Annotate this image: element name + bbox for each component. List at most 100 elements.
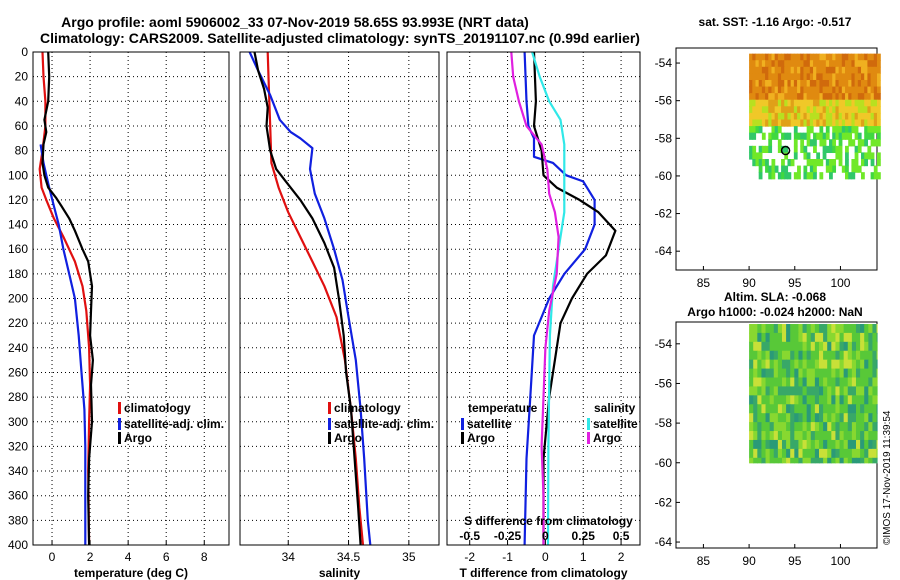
sst-cell bbox=[841, 119, 846, 127]
sla-cell bbox=[814, 332, 820, 343]
sst-cell bbox=[873, 53, 878, 61]
sst-cell bbox=[813, 53, 817, 61]
sla-cell bbox=[835, 359, 841, 370]
sst-cell bbox=[774, 132, 779, 140]
sla-cell bbox=[818, 457, 824, 464]
sla-cell bbox=[818, 431, 824, 441]
sst-cell bbox=[854, 106, 859, 114]
sst-cell bbox=[845, 145, 849, 154]
sst-cell bbox=[787, 172, 792, 180]
sst-cell bbox=[752, 86, 757, 94]
sst-cell bbox=[870, 86, 875, 94]
sla-cell bbox=[831, 457, 837, 464]
sla-cell bbox=[753, 368, 758, 379]
sla-cell bbox=[761, 413, 767, 423]
sst-cell bbox=[781, 66, 785, 74]
sst-cell bbox=[854, 79, 859, 88]
sst-cell bbox=[749, 152, 753, 160]
sst-cell bbox=[864, 112, 869, 121]
sla-cell bbox=[794, 395, 800, 405]
sst-cell bbox=[758, 126, 763, 134]
sla-cell bbox=[876, 413, 878, 423]
sst-cell bbox=[864, 86, 869, 94]
sst-cell bbox=[838, 152, 843, 160]
sst-cell bbox=[835, 60, 840, 68]
sla-cell bbox=[839, 350, 845, 361]
sst-cell bbox=[819, 53, 824, 61]
sla-cell bbox=[843, 377, 849, 388]
sla-cell bbox=[851, 422, 857, 432]
sst-cell bbox=[861, 93, 865, 101]
sla-cell bbox=[872, 368, 878, 379]
sst-cell bbox=[832, 119, 837, 127]
sla-cell bbox=[823, 323, 828, 334]
lon-tick-label: 95 bbox=[788, 554, 802, 568]
timestamp: ©IMOS 17-Nov-2019 11:39:54 bbox=[882, 410, 893, 545]
sst-cell bbox=[877, 119, 881, 127]
sla-cell bbox=[761, 448, 767, 459]
depth-tick-label: 360 bbox=[8, 489, 28, 503]
sst-cell bbox=[765, 112, 769, 121]
sst-cell bbox=[845, 66, 849, 74]
sst-cell bbox=[835, 152, 840, 160]
x-tick-label: 2 bbox=[87, 550, 94, 564]
sst-cell bbox=[755, 112, 760, 121]
sst-cell bbox=[870, 53, 875, 61]
sla-cell bbox=[773, 377, 779, 388]
sst-cell bbox=[749, 106, 753, 114]
sla-cell bbox=[790, 413, 795, 423]
sla-cell bbox=[818, 448, 824, 459]
sst-cell bbox=[765, 106, 769, 114]
sst-cell bbox=[793, 152, 798, 160]
sla-cell bbox=[860, 395, 865, 405]
sla-cell bbox=[753, 431, 758, 441]
sla-cell bbox=[868, 439, 874, 450]
legend-label-satellite: satellite-adj. clim. bbox=[124, 417, 224, 431]
sla-cell bbox=[872, 341, 878, 352]
sst-cell bbox=[781, 53, 785, 61]
sst-cell bbox=[777, 106, 782, 114]
sla-cell bbox=[818, 422, 824, 432]
sst-cell bbox=[790, 53, 795, 61]
sst-cell bbox=[854, 53, 859, 61]
legend-label-argo: Argo bbox=[334, 431, 362, 445]
sst-cell bbox=[832, 79, 837, 88]
sla-cell bbox=[757, 404, 763, 414]
sla-cell bbox=[773, 323, 779, 334]
sst-cell bbox=[797, 106, 801, 114]
sla-cell bbox=[802, 332, 808, 343]
legend-swatch-sal-satellite bbox=[587, 418, 590, 430]
sst-cell bbox=[838, 73, 843, 81]
lat-tick-label: -54 bbox=[655, 337, 673, 351]
sla-cell bbox=[769, 377, 775, 388]
sla-cell bbox=[786, 368, 791, 379]
x-tick-label: 35 bbox=[402, 550, 416, 564]
sla-cell bbox=[831, 359, 837, 370]
sla-cell bbox=[794, 431, 800, 441]
sla-cell bbox=[749, 359, 754, 370]
sst-cell bbox=[835, 132, 840, 140]
sla-cell bbox=[843, 341, 849, 352]
sla-cell bbox=[876, 386, 878, 396]
sst-cell bbox=[790, 159, 795, 167]
sla-cell bbox=[868, 359, 874, 370]
sla-cell bbox=[765, 395, 771, 405]
sla-cell bbox=[777, 377, 783, 388]
sla-cell bbox=[851, 439, 857, 450]
sst-cell bbox=[800, 99, 805, 107]
sla-cell bbox=[823, 431, 828, 441]
sla-cell bbox=[781, 323, 787, 334]
sla-cell bbox=[831, 323, 837, 334]
sla-cell bbox=[876, 439, 878, 450]
sla-cell bbox=[765, 359, 771, 370]
sst-cell bbox=[819, 99, 824, 107]
sst-cell bbox=[845, 99, 849, 107]
sst-map-axes: -54 -56 -58 -60 -62 -64 85 90 95 100 bbox=[655, 56, 851, 290]
x-tick-label: -2 bbox=[464, 550, 475, 564]
sst-cell bbox=[816, 86, 821, 94]
sst-cell bbox=[768, 106, 773, 114]
sla-cell bbox=[749, 332, 754, 343]
sst-cell bbox=[825, 53, 830, 61]
sla-cell bbox=[827, 368, 832, 379]
sla-cell bbox=[851, 395, 857, 405]
